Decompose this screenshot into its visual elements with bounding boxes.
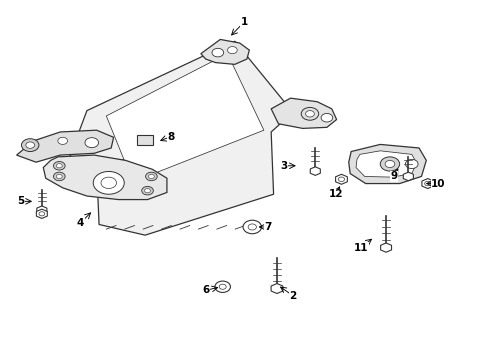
Text: 3: 3 (280, 161, 287, 171)
Circle shape (53, 162, 65, 170)
Text: 12: 12 (328, 189, 342, 199)
Polygon shape (37, 206, 47, 215)
Circle shape (101, 177, 116, 189)
Circle shape (56, 164, 62, 168)
Circle shape (93, 171, 124, 194)
Circle shape (144, 189, 150, 193)
Circle shape (21, 139, 39, 152)
Circle shape (39, 212, 44, 216)
Circle shape (53, 172, 65, 181)
Circle shape (56, 174, 62, 179)
Text: 7: 7 (264, 222, 271, 232)
Polygon shape (335, 174, 346, 184)
Text: 2: 2 (289, 291, 296, 301)
Circle shape (85, 138, 99, 148)
Text: 5: 5 (17, 196, 24, 206)
Bar (137, 135, 153, 145)
Polygon shape (70, 41, 292, 235)
Circle shape (405, 159, 417, 168)
Polygon shape (348, 144, 426, 184)
Circle shape (215, 281, 230, 292)
Polygon shape (36, 209, 47, 219)
Polygon shape (43, 155, 166, 199)
Circle shape (243, 220, 261, 234)
Text: 6: 6 (202, 285, 209, 295)
Circle shape (219, 284, 226, 289)
Polygon shape (403, 172, 412, 181)
Circle shape (385, 161, 394, 167)
Circle shape (212, 48, 223, 57)
Circle shape (58, 137, 67, 144)
Text: 10: 10 (430, 179, 445, 189)
Circle shape (424, 181, 430, 186)
Circle shape (380, 157, 399, 171)
Circle shape (26, 142, 35, 148)
Circle shape (148, 174, 154, 179)
Circle shape (321, 113, 332, 122)
Polygon shape (270, 284, 282, 293)
Polygon shape (17, 130, 113, 162)
Polygon shape (355, 151, 416, 177)
Polygon shape (201, 40, 249, 64)
Polygon shape (94, 159, 133, 181)
Polygon shape (421, 179, 433, 189)
Polygon shape (271, 98, 336, 129)
Circle shape (305, 111, 314, 117)
Text: 4: 4 (77, 218, 84, 228)
Circle shape (247, 224, 256, 230)
Text: 1: 1 (241, 17, 247, 27)
Text: 11: 11 (353, 243, 367, 253)
Text: 9: 9 (389, 171, 397, 181)
Polygon shape (309, 167, 320, 175)
Text: 8: 8 (167, 132, 174, 141)
Circle shape (142, 186, 153, 195)
Circle shape (301, 107, 318, 120)
Circle shape (145, 172, 157, 181)
Circle shape (338, 177, 344, 181)
Circle shape (227, 46, 237, 54)
Polygon shape (380, 243, 391, 252)
Polygon shape (106, 54, 264, 182)
